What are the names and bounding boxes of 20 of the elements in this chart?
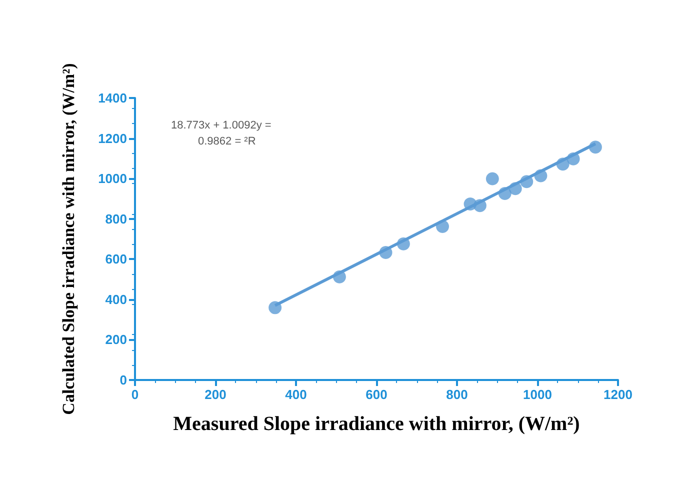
x-tick-label: 0	[131, 387, 139, 402]
x-tick-label: 600	[366, 387, 388, 402]
point	[486, 172, 499, 186]
y-tick-label: 0	[120, 372, 127, 388]
y-tick-label: 800	[105, 211, 127, 226]
annotation: 0.9862 = ²R	[198, 136, 256, 148]
x-tick-label: 400	[285, 387, 307, 402]
y-tick-label: 1400	[98, 90, 127, 106]
y-tick-label: 1200	[98, 130, 127, 146]
y-axis-title: Calculated Slope irradiance with mirror, (W/m²)	[59, 63, 78, 415]
y-tick-label: 600	[105, 252, 127, 267]
annotation: 18.773x + 1.0092y =	[171, 120, 272, 132]
x-tick-label: 800	[446, 387, 468, 402]
x-tick-label: 1200	[604, 387, 632, 402]
y-tick-label: 200	[105, 332, 127, 348]
y-tick-label: 400	[105, 292, 127, 307]
y-tick-label: 1000	[98, 171, 127, 186]
x-tick-label: 1000	[523, 387, 552, 402]
x-tick-label: 200	[204, 387, 226, 402]
x-axis-title: Measured Slope irradiance with mirror, (W/m²)	[173, 413, 580, 435]
